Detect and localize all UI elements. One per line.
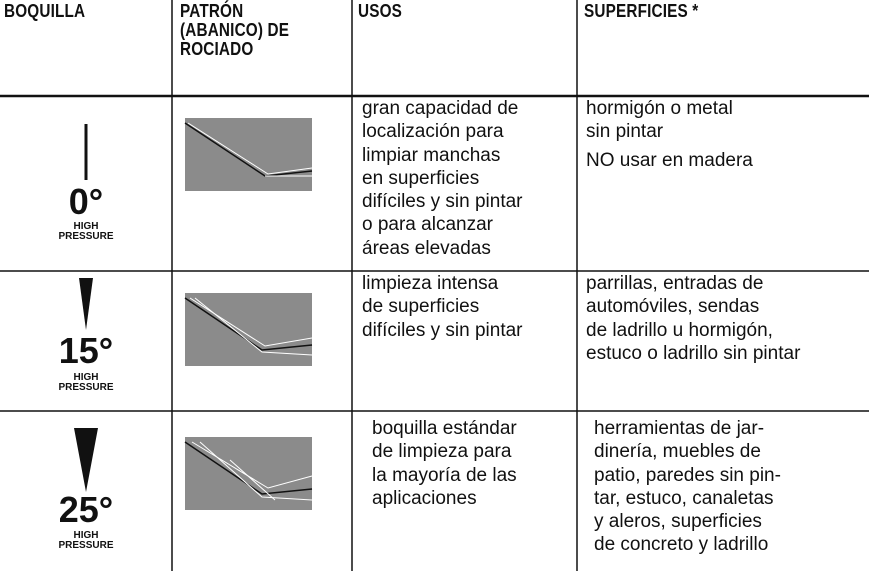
surfaces-line: hormigón o metal — [586, 98, 733, 119]
surfaces-cell: herramientas de jar-dinería, muebles de p… — [594, 417, 781, 562]
surfaces-paragraph: hormigón o metal sin pintar — [586, 97, 753, 144]
header-line: ROCIADO — [180, 39, 254, 59]
surfaces-line: de ladrillo u hormigón, — [586, 319, 773, 341]
uses-line: la mayoría de las — [372, 464, 517, 486]
uses-line: difíciles y sin pintar — [362, 191, 523, 213]
header-line: PATRÓN — [180, 1, 244, 21]
surfaces-line: de concreto y ladrillo — [594, 534, 769, 556]
uses-line: áreas elevadas — [362, 237, 491, 259]
header-line: USOS — [358, 1, 403, 21]
pressure-line: HIGH — [73, 530, 99, 541]
header-line: BOQUILLA — [4, 1, 86, 21]
pressure-label: HIGH PRESSURE — [0, 222, 172, 242]
header-cell: PATRÓN (ABANICO) DE ROCIADO — [180, 2, 289, 59]
pressure-line: PRESSURE — [58, 540, 114, 551]
surfaces-cell: parrillas, entradas de automóviles, senda… — [586, 272, 800, 370]
uses-cell: limpieza intensa de superficies difíciles … — [362, 272, 523, 342]
surfaces-line: y aleros, superficies — [594, 511, 762, 533]
header-cell: USOS — [358, 2, 402, 21]
uses-cell: boquilla estándar de limpieza para la mayo… — [372, 417, 517, 510]
header-cell: BOQUILLA — [4, 2, 85, 21]
uses-line: boquilla estándar — [372, 418, 517, 439]
nozzle-angle: 15° — [58, 330, 114, 371]
pressure-line: HIGH — [73, 372, 99, 383]
pressure-label: HIGH PRESSURE — [0, 531, 172, 551]
header-line: (ABANICO) DE — [180, 20, 290, 40]
surfaces-line: herramientas de jar- — [594, 418, 765, 439]
surfaces-paragraph: NO usar en madera — [586, 149, 753, 172]
surfaces-cell: hormigón o metal sin pintar NO usar en mad… — [586, 97, 753, 177]
nozzle-angle: 25° — [58, 489, 114, 530]
uses-line: limpieza intensa — [362, 273, 499, 294]
uses-line: limpiar manchas — [362, 144, 501, 166]
surfaces-line: parrillas, entradas de — [586, 273, 764, 294]
surfaces-line: dinería, muebles de — [594, 441, 761, 463]
uses-line: de superficies — [362, 296, 480, 318]
pressure-line: HIGH — [73, 221, 99, 232]
uses-line: localización para — [362, 121, 504, 143]
surfaces-line: patio, paredes sin pin- — [594, 464, 781, 486]
uses-line: gran capacidad de — [362, 98, 519, 119]
pressure-label: HIGH PRESSURE — [0, 373, 172, 393]
surfaces-line: estuco o ladrillo sin pintar — [586, 342, 801, 364]
uses-line: de limpieza para — [372, 441, 512, 463]
surfaces-line: NO usar en madera — [586, 149, 753, 171]
uses-line: o para alcanzar — [362, 214, 493, 236]
spray-pattern — [184, 118, 313, 510]
surfaces-line: automóviles, sendas — [586, 296, 760, 318]
pressure-line: PRESSURE — [58, 231, 114, 242]
header-line: SUPERFICIES * — [584, 1, 699, 21]
header-cell: SUPERFICIES * — [584, 2, 698, 21]
uses-cell: gran capacidad de localización para limpia… — [362, 97, 523, 260]
uses-line: difíciles y sin pintar — [362, 319, 523, 341]
surfaces-line: tar, estuco, canaletas — [594, 487, 774, 509]
surfaces-paragraph: herramientas de jar-dinería, muebles de p… — [594, 417, 781, 557]
pressure-line: PRESSURE — [58, 382, 114, 393]
surfaces-line: sin pintar — [586, 121, 664, 143]
uses-line: aplicaciones — [372, 487, 477, 509]
surfaces-paragraph: parrillas, entradas de automóviles, senda… — [586, 272, 800, 365]
uses-line: en superficies — [362, 167, 480, 189]
nozzle-angle: 0° — [68, 181, 104, 222]
